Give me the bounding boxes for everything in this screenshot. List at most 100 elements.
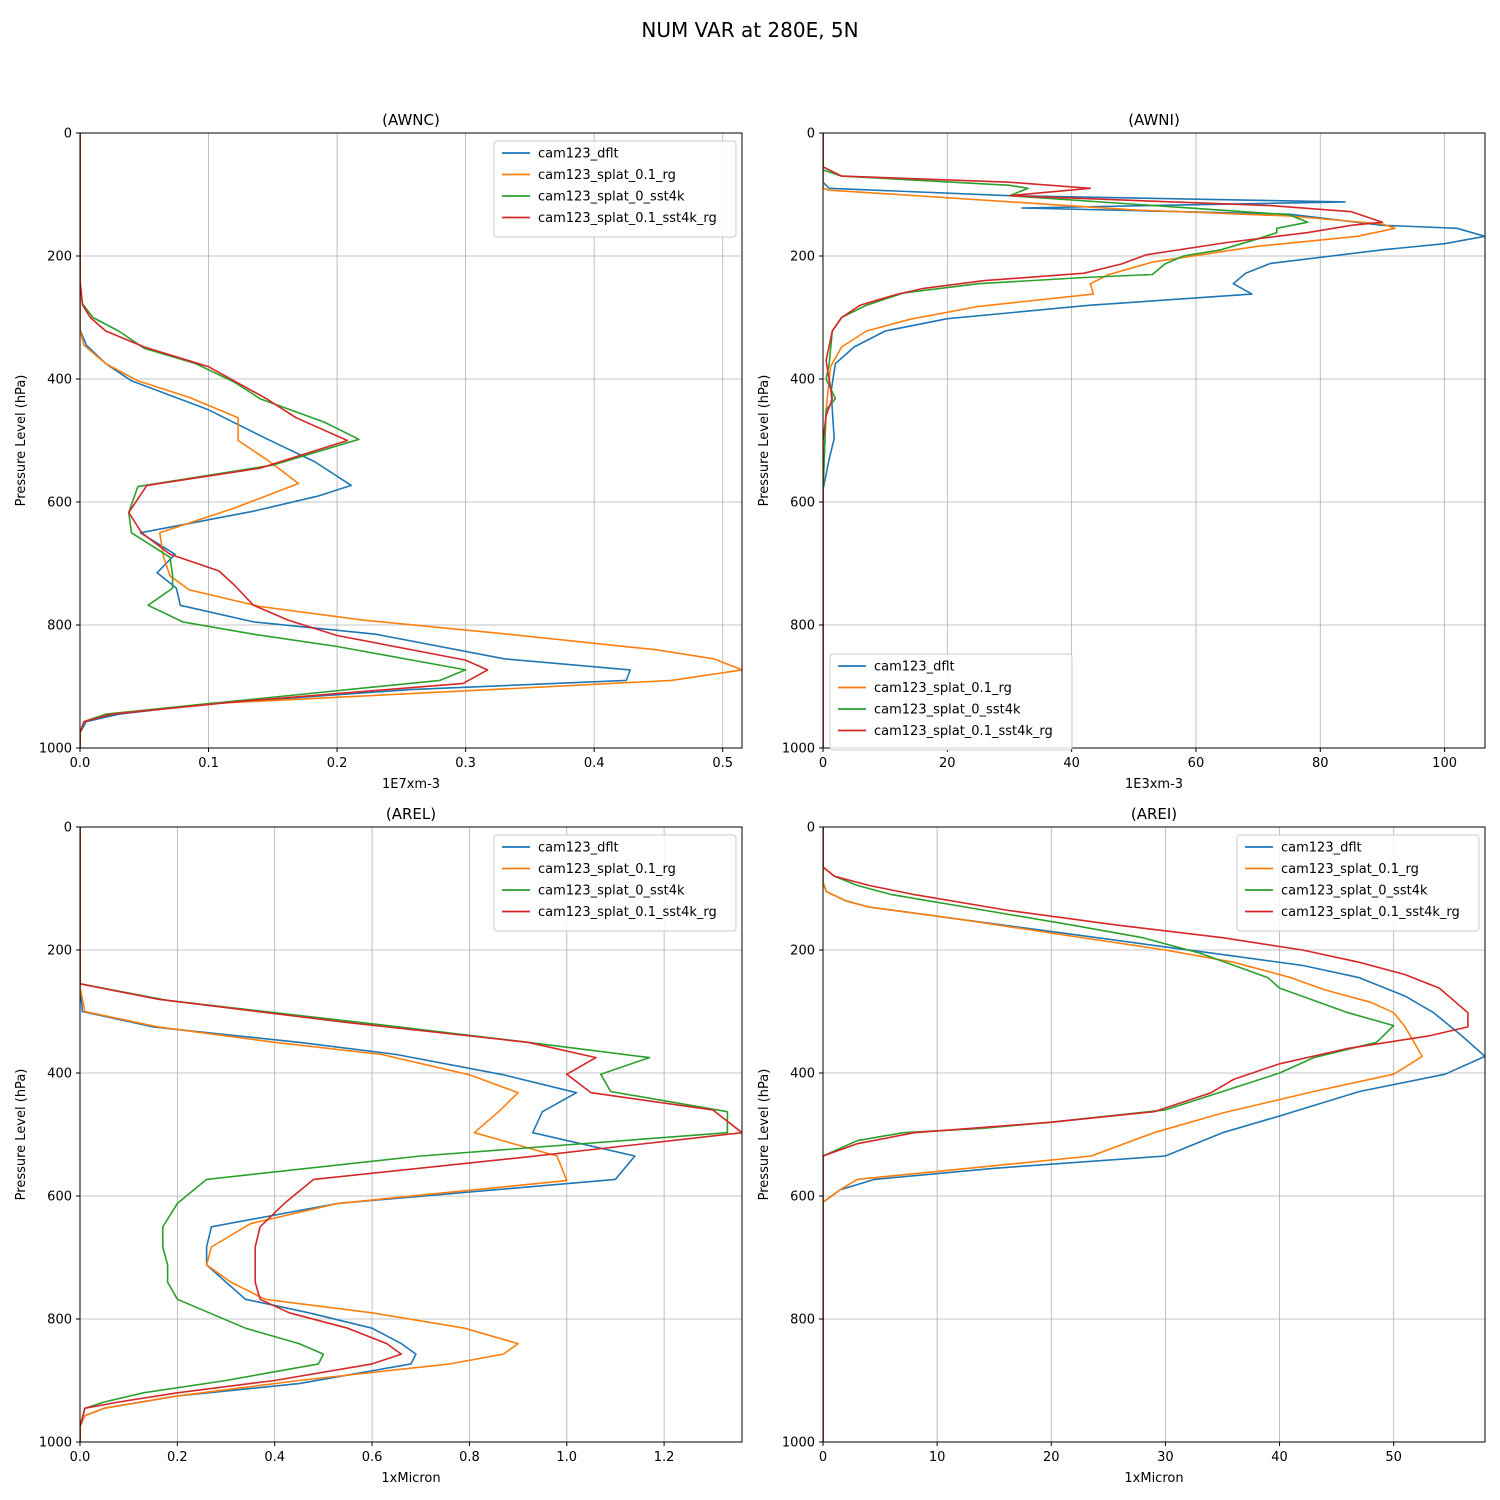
y-tick-label: 400 [790, 373, 815, 388]
y-axis-label: Pressure Level (hPa) [757, 375, 772, 507]
x-tick-label: 0.0 [70, 1450, 91, 1465]
y-tick-label: 400 [47, 373, 72, 388]
y-tick-label: 800 [47, 1313, 72, 1328]
x-tick-label: 0.1 [198, 756, 219, 771]
y-tick-label: 400 [790, 1067, 815, 1082]
plot-frame [79, 826, 743, 1443]
x-axis-label: 1xMicron [381, 1471, 440, 1486]
x-tick-label: 40 [1063, 756, 1080, 771]
x-tick-label: 0.5 [712, 756, 733, 771]
chart-panel-3: 0.0 0.2 0.4 0.6 0.8 1.0 1.2 0 200 400 600 800 1000 (A… [14, 805, 743, 1486]
x-axis-label: 1E7xm-3 [382, 777, 440, 792]
x-tick-label: 0.4 [584, 756, 605, 771]
y-tick-label: 200 [47, 250, 72, 265]
x-tick-label: 0.2 [327, 756, 348, 771]
y-tick-label: 600 [47, 496, 72, 511]
x-tick-label: 50 [1385, 1450, 1402, 1465]
series-line-cam123-splat-0-sst4k [80, 133, 467, 748]
legend-label: cam123_dflt [874, 660, 955, 675]
legend-label: cam123_splat_0.1_rg [874, 681, 1012, 696]
series-group [80, 133, 742, 748]
chart-title: (AREI) [1131, 805, 1177, 823]
series-line-cam123-splat-0-sst4k [80, 827, 729, 1442]
y-tick-label: 200 [47, 944, 72, 959]
legend-label: cam123_splat_0_sst4k [874, 703, 1021, 718]
chart-title: (AREL) [386, 805, 436, 823]
legend-label: cam123_splat_0_sst4k [538, 884, 685, 899]
legend: cam123_dflt cam123_splat_0.1_rg cam123_spl… [493, 140, 737, 238]
y-tick-label: 1000 [39, 1436, 72, 1451]
x-tick-label: 0 [819, 756, 827, 771]
x-tick-label: 0.3 [455, 756, 476, 771]
y-tick-label: 600 [790, 1190, 815, 1205]
legend-label: cam123_splat_0_sst4k [1281, 884, 1428, 899]
series-line-cam123-splat-0-1-rg [80, 133, 742, 748]
legend-label: cam123_splat_0.1_sst4k_rg [874, 724, 1053, 739]
y-axis-label: Pressure Level (hPa) [757, 1069, 772, 1201]
legend: cam123_dflt cam123_splat_0.1_rg cam123_spl… [1236, 834, 1480, 932]
legend-label: cam123_dflt [1281, 841, 1362, 856]
y-tick-label: 400 [47, 1067, 72, 1082]
chart-title: (AWNI) [1128, 111, 1180, 129]
y-tick-label: 1000 [782, 742, 815, 757]
series-line-cam123-splat-0-1-rg [80, 827, 568, 1442]
legend-box [1236, 834, 1480, 932]
legend-label: cam123_splat_0.1_sst4k_rg [538, 905, 717, 920]
series-line-cam123-splat-0-1-rg [823, 827, 1423, 1442]
y-tick-label: 0 [64, 821, 72, 836]
y-tick-label: 800 [47, 619, 72, 634]
legend-box [829, 653, 1073, 751]
series-line-cam123-splat-0-1-sst4k-rg [823, 827, 1469, 1442]
y-tick-label: 800 [790, 1313, 815, 1328]
y-tick-label: 0 [807, 821, 815, 836]
chart-panel-4: 0 10 20 30 40 50 0 200 400 600 800 1000 (AREI) 1xMicr… [757, 805, 1486, 1486]
x-tick-label: 80 [1312, 756, 1329, 771]
legend: cam123_dflt cam123_splat_0.1_rg cam123_spl… [829, 653, 1073, 751]
x-tick-label: 0 [819, 1450, 827, 1465]
y-axis-label: Pressure Level (hPa) [14, 375, 29, 507]
y-tick-label: 600 [47, 1190, 72, 1205]
x-tick-label: 40 [1271, 1450, 1288, 1465]
x-tick-label: 10 [929, 1450, 946, 1465]
y-tick-label: 1000 [39, 742, 72, 757]
x-tick-label: 30 [1157, 1450, 1174, 1465]
series-line-cam123-splat-0-1-sst4k-rg [80, 827, 742, 1442]
series-group [823, 133, 1485, 748]
series-line-cam123-splat-0-sst4k [823, 827, 1395, 1442]
legend-label: cam123_splat_0.1_rg [1281, 862, 1419, 877]
y-tick-label: 0 [64, 127, 72, 142]
x-tick-label: 20 [939, 756, 956, 771]
x-tick-label: 100 [1432, 756, 1457, 771]
y-tick-label: 600 [790, 496, 815, 511]
legend-label: cam123_splat_0_sst4k [538, 190, 685, 205]
chart-panel-1: 0.0 0.1 0.2 0.3 0.4 0.5 0 200 400 600 800 1000 (AWNC… [14, 111, 743, 792]
y-tick-label: 200 [790, 250, 815, 265]
x-tick-label: 20 [1043, 1450, 1060, 1465]
y-tick-label: 1000 [782, 1436, 815, 1451]
x-axis-label: 1E3xm-3 [1125, 777, 1183, 792]
legend-label: cam123_splat_0.1_rg [538, 168, 676, 183]
legend-label: cam123_dflt [538, 841, 619, 856]
x-tick-label: 0.4 [264, 1450, 285, 1465]
plot-frame [822, 826, 1486, 1443]
x-tick-label: 0.0 [70, 756, 91, 771]
plot-frame [79, 132, 743, 749]
legend-label: cam123_splat_0.1_sst4k_rg [1281, 905, 1460, 920]
series-line-cam123-splat-0-1-sst4k-rg [80, 133, 489, 748]
legend-label: cam123_splat_0.1_rg [538, 862, 676, 877]
series-group [80, 827, 742, 1442]
x-tick-label: 0.2 [167, 1450, 188, 1465]
y-tick-label: 0 [807, 127, 815, 142]
x-tick-label: 1.0 [556, 1450, 577, 1465]
y-tick-label: 200 [790, 944, 815, 959]
legend-box [493, 834, 737, 932]
x-tick-label: 0.8 [459, 1450, 480, 1465]
legend-label: cam123_splat_0.1_sst4k_rg [538, 211, 717, 226]
x-tick-label: 1.2 [654, 1450, 675, 1465]
legend-box [493, 140, 737, 238]
chart-panel-2: 0 20 40 60 80 10002004006008001000(AWNI)1E3xm… [757, 111, 1486, 792]
series-group [823, 827, 1485, 1442]
series-line-cam123-dflt [80, 827, 636, 1442]
x-axis-label: 1xMicron [1124, 1471, 1183, 1486]
